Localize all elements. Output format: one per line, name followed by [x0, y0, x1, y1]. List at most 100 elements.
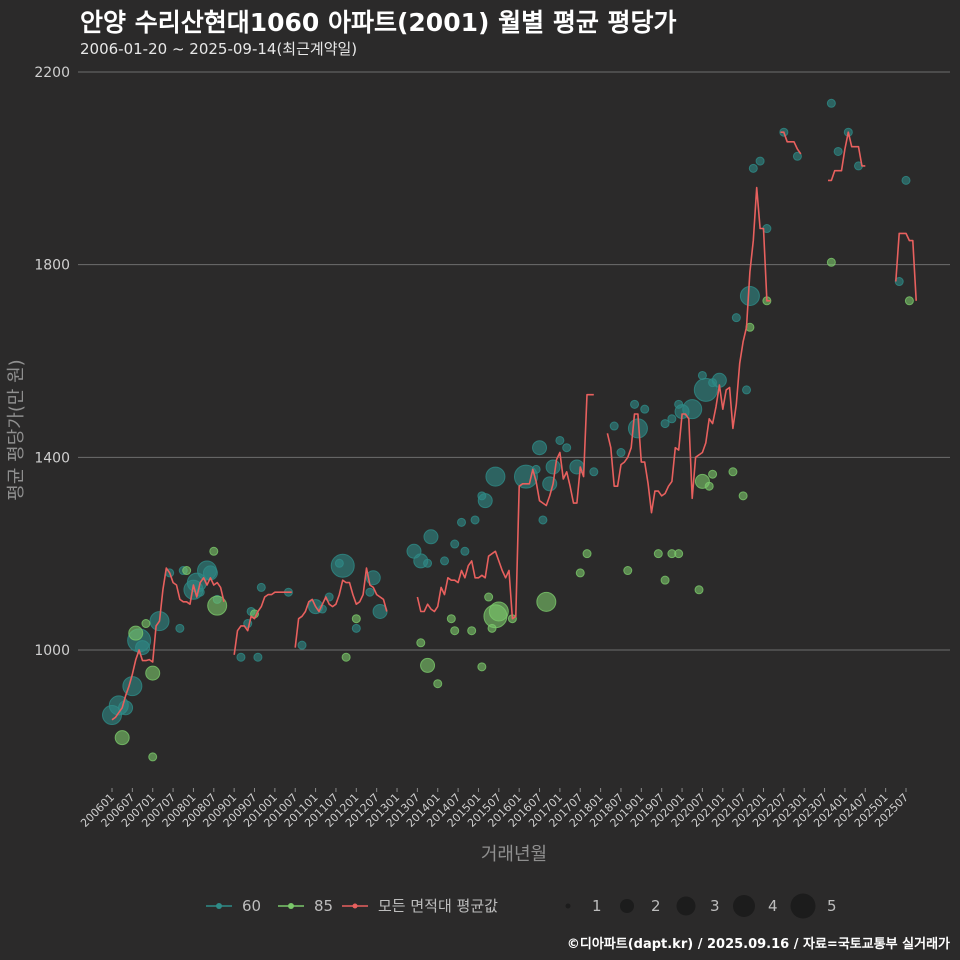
point-85 — [351, 614, 361, 624]
legend-swatch-dot — [216, 903, 222, 909]
average-line-segment — [416, 393, 594, 620]
point-85 — [209, 546, 219, 556]
point-85 — [420, 657, 436, 673]
point-85 — [582, 549, 592, 559]
point-85 — [484, 592, 494, 602]
point-60 — [365, 587, 375, 597]
point-60 — [256, 582, 266, 592]
point-85 — [341, 652, 351, 662]
point-60 — [470, 515, 480, 525]
point-85 — [728, 467, 738, 477]
point-60 — [682, 399, 703, 420]
average-line-segment — [233, 591, 292, 655]
point-85 — [416, 638, 426, 648]
legend-size-marker — [565, 903, 571, 909]
point-60 — [826, 98, 836, 108]
point-60 — [609, 421, 619, 431]
y-tick-label: 2200 — [34, 65, 70, 81]
point-60 — [562, 443, 572, 453]
point-85 — [904, 296, 914, 306]
gridlines — [78, 71, 950, 651]
average-line — [111, 131, 917, 721]
point-60 — [297, 640, 307, 650]
point-85 — [446, 614, 456, 624]
point-85 — [141, 619, 151, 629]
y-axis-ticks: 1000 1400 1800 2200 — [34, 65, 70, 659]
point-85 — [536, 591, 557, 612]
point-85 — [708, 469, 718, 479]
point-85 — [575, 568, 585, 578]
point-60 — [748, 163, 758, 173]
point-60 — [555, 435, 565, 445]
average-line-segment — [895, 232, 917, 301]
x-axis-title: 거래년월 — [481, 844, 547, 865]
point-60 — [742, 385, 752, 395]
point-85 — [653, 549, 663, 559]
y-axis-title: 평균 평당가(만 원) — [6, 359, 27, 500]
point-60 — [423, 529, 439, 545]
point-60 — [118, 700, 134, 716]
legend-size-label: 1 — [592, 897, 602, 915]
legend-label: 60 — [242, 897, 261, 915]
legend-size-5: 5 — [790, 893, 837, 919]
legend-size-label: 3 — [710, 897, 720, 915]
point-85 — [433, 679, 443, 689]
legend-item-60: 60 — [206, 897, 261, 915]
point-60 — [122, 676, 143, 697]
point-60 — [236, 652, 246, 662]
legend-swatch-dot — [352, 903, 358, 909]
point-60 — [423, 558, 433, 568]
point-85 — [145, 665, 161, 681]
point-60 — [630, 399, 640, 409]
y-tick-label: 1400 — [34, 450, 70, 466]
point-85 — [114, 730, 130, 746]
average-line-segment — [606, 186, 771, 514]
point-60 — [739, 285, 760, 306]
point-85 — [467, 626, 477, 636]
point-60 — [538, 515, 548, 525]
point-85 — [826, 257, 836, 267]
legend-size-label: 5 — [827, 897, 837, 915]
point-60 — [351, 623, 361, 633]
point-85 — [674, 549, 684, 559]
point-85 — [477, 662, 487, 672]
legend-size-label: 2 — [651, 897, 661, 915]
legend-size-label: 4 — [768, 897, 778, 915]
point-60 — [833, 146, 843, 156]
point-60 — [532, 440, 548, 456]
point-60 — [440, 556, 450, 566]
point-60 — [175, 623, 185, 633]
point-85 — [488, 601, 509, 622]
point-60 — [202, 565, 218, 581]
point-60 — [450, 539, 460, 549]
point-60 — [667, 414, 677, 424]
average-line-segment — [294, 567, 388, 648]
point-60 — [372, 603, 388, 619]
point-85 — [660, 575, 670, 585]
point-85 — [128, 625, 144, 641]
y-tick-label: 1000 — [34, 643, 70, 659]
legend-item-85: 85 — [278, 897, 333, 915]
point-60 — [545, 459, 561, 475]
point-60 — [660, 419, 670, 429]
point-60 — [542, 476, 558, 492]
point-60 — [477, 493, 493, 509]
average-line-segment — [780, 131, 802, 155]
chart-subtitle: 2006-01-20 ~ 2025-09-14(최근계약일) — [80, 40, 358, 58]
point-60 — [731, 313, 741, 323]
average-line-segment — [828, 131, 866, 182]
legend-size-marker — [676, 896, 696, 916]
point-60 — [640, 404, 650, 414]
point-85 — [623, 566, 633, 576]
legend-size-4: 4 — [733, 895, 778, 917]
point-60 — [460, 546, 470, 556]
point-60 — [330, 553, 355, 578]
point-85 — [450, 626, 460, 636]
legend-size-3: 3 — [676, 896, 720, 916]
point-60 — [792, 151, 802, 161]
point-85 — [148, 752, 158, 762]
point-60 — [589, 467, 599, 477]
point-85 — [738, 491, 748, 501]
y-tick-label: 1800 — [34, 258, 70, 274]
